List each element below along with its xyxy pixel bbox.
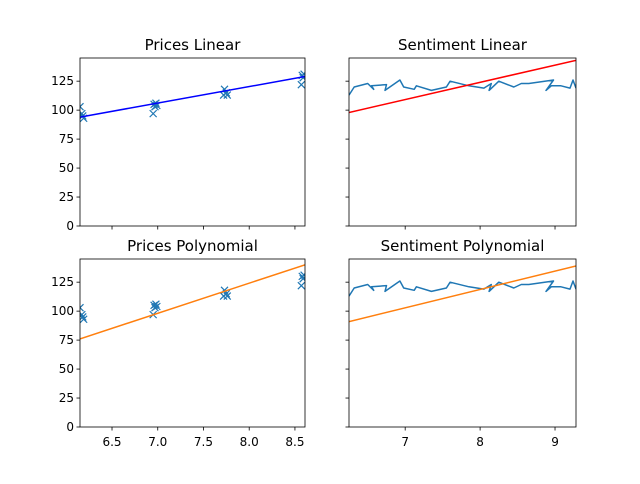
- scatter-point: [80, 102, 84, 111]
- scatter-series-1: [80, 271, 305, 324]
- scatter-point: [223, 292, 232, 301]
- x-tick-label: 7.5: [194, 435, 213, 449]
- x-tick-label: 8.0: [240, 435, 259, 449]
- subplot-4: 7 8 9 Sentiment Polynomial: [345, 237, 577, 449]
- scatter-point: [297, 80, 305, 89]
- subplot-3: 0 25 50 75 100 125 6.5 7.0 7.5 8.0 8.5 Prices Polyn…: [51, 237, 306, 449]
- scatter-point: [299, 73, 305, 82]
- series-line-2: [349, 59, 576, 114]
- y-tick-label: 25: [59, 391, 74, 405]
- axes-frame: [348, 258, 577, 428]
- y-tick-label: 100: [51, 103, 74, 117]
- subplot-title: Prices Polynomial: [127, 237, 258, 255]
- y-tick-label: 50: [59, 362, 74, 376]
- scatter-point: [299, 274, 305, 283]
- plot-area: [349, 265, 576, 323]
- y-tick-label: 100: [51, 304, 74, 318]
- x-tick-label: 8: [476, 435, 484, 449]
- scatter-point: [80, 303, 84, 312]
- y-tick-label: 25: [59, 190, 74, 204]
- y-tick-label: 125: [51, 275, 74, 289]
- series-line-2: [349, 265, 576, 323]
- y-tick-label: 0: [66, 420, 74, 434]
- y-tick-label: 75: [59, 132, 74, 146]
- x-tick-label: 7: [401, 435, 409, 449]
- subplot-title: Sentiment Polynomial: [381, 237, 545, 255]
- subplot-title: Sentiment Linear: [398, 36, 528, 54]
- plot-area: [80, 264, 305, 340]
- scatter-point: [80, 313, 87, 321]
- axes-frame: [79, 258, 306, 428]
- series-line-2: [80, 264, 305, 340]
- scatter-point: [149, 109, 158, 118]
- series-line-1: [349, 79, 576, 96]
- subplot-title: Prices Linear: [145, 36, 242, 54]
- plot-area: [80, 70, 305, 123]
- plot-area: [349, 59, 576, 114]
- x-tick-label: 6.5: [102, 435, 121, 449]
- scatter-point: [151, 300, 160, 309]
- series-line-2: [80, 75, 305, 118]
- scatter-point: [80, 315, 88, 324]
- scatter-point: [223, 91, 232, 100]
- subplot-1: 0 25 50 75 100 125 Prices Linear: [51, 36, 306, 233]
- scatter-point: [80, 310, 86, 319]
- axes-frame: [348, 57, 577, 227]
- x-tick-label: 7.0: [148, 435, 167, 449]
- series-line-1: [349, 280, 576, 297]
- scatter-point: [297, 281, 305, 290]
- subplot-2: Sentiment Linear: [345, 36, 577, 230]
- y-tick-label: 0: [66, 219, 74, 233]
- y-tick-label: 50: [59, 161, 74, 175]
- y-tick-label: 75: [59, 333, 74, 347]
- scatter-point: [300, 271, 305, 280]
- y-tick-label: 125: [51, 74, 74, 88]
- scatter-point: [152, 302, 161, 311]
- x-tick-label: 9: [551, 435, 559, 449]
- x-tick-label: 8.5: [285, 435, 304, 449]
- axes-frame: [79, 57, 306, 227]
